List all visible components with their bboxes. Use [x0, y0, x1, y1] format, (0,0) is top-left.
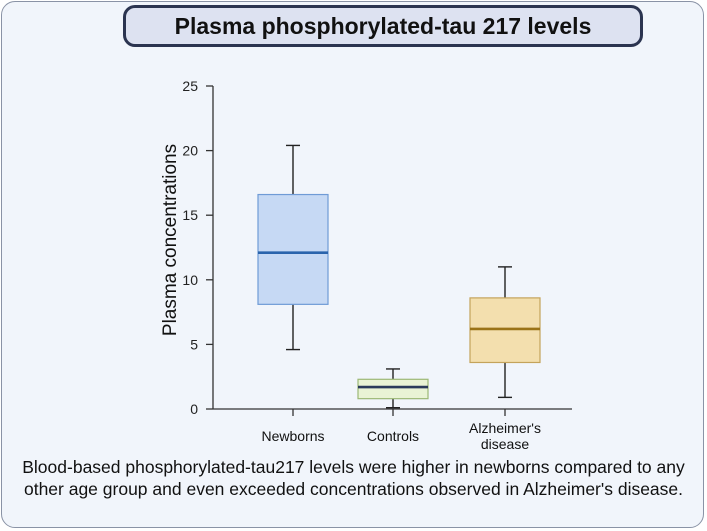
x-tick-label: Newborns — [261, 428, 324, 444]
box-controls — [357, 368, 429, 409]
y-tick-label: 0 — [190, 401, 198, 417]
box-alzheimer-s-disease — [469, 266, 541, 399]
box-rect — [257, 193, 329, 305]
y-tick-label: 25 — [182, 78, 198, 94]
box-rect — [357, 378, 429, 400]
x-tick-label: Controls — [367, 428, 419, 444]
x-tick-label-line: Newborns — [261, 428, 324, 444]
y-axis-label: Plasma concentrations — [160, 144, 181, 336]
y-tick-label: 20 — [182, 143, 198, 159]
x-tick-label: Alzheimer's disease — [469, 420, 541, 452]
x-tick-label-line: Controls — [367, 428, 419, 444]
chart-title-box: Plasma phosphorylated-tau 217 levels — [123, 5, 643, 47]
box-newborns — [257, 144, 329, 351]
y-tick-label: 5 — [190, 336, 198, 352]
x-tick-label-line: disease — [481, 436, 529, 452]
y-tick-label: 15 — [182, 207, 198, 223]
chart-title: Plasma phosphorylated-tau 217 levels — [174, 12, 592, 39]
figure-caption: Blood-based phosphorylated-tau217 levels… — [22, 457, 685, 499]
y-tick-label: 10 — [182, 272, 198, 288]
x-tick-label-line: Alzheimer's — [469, 420, 541, 436]
